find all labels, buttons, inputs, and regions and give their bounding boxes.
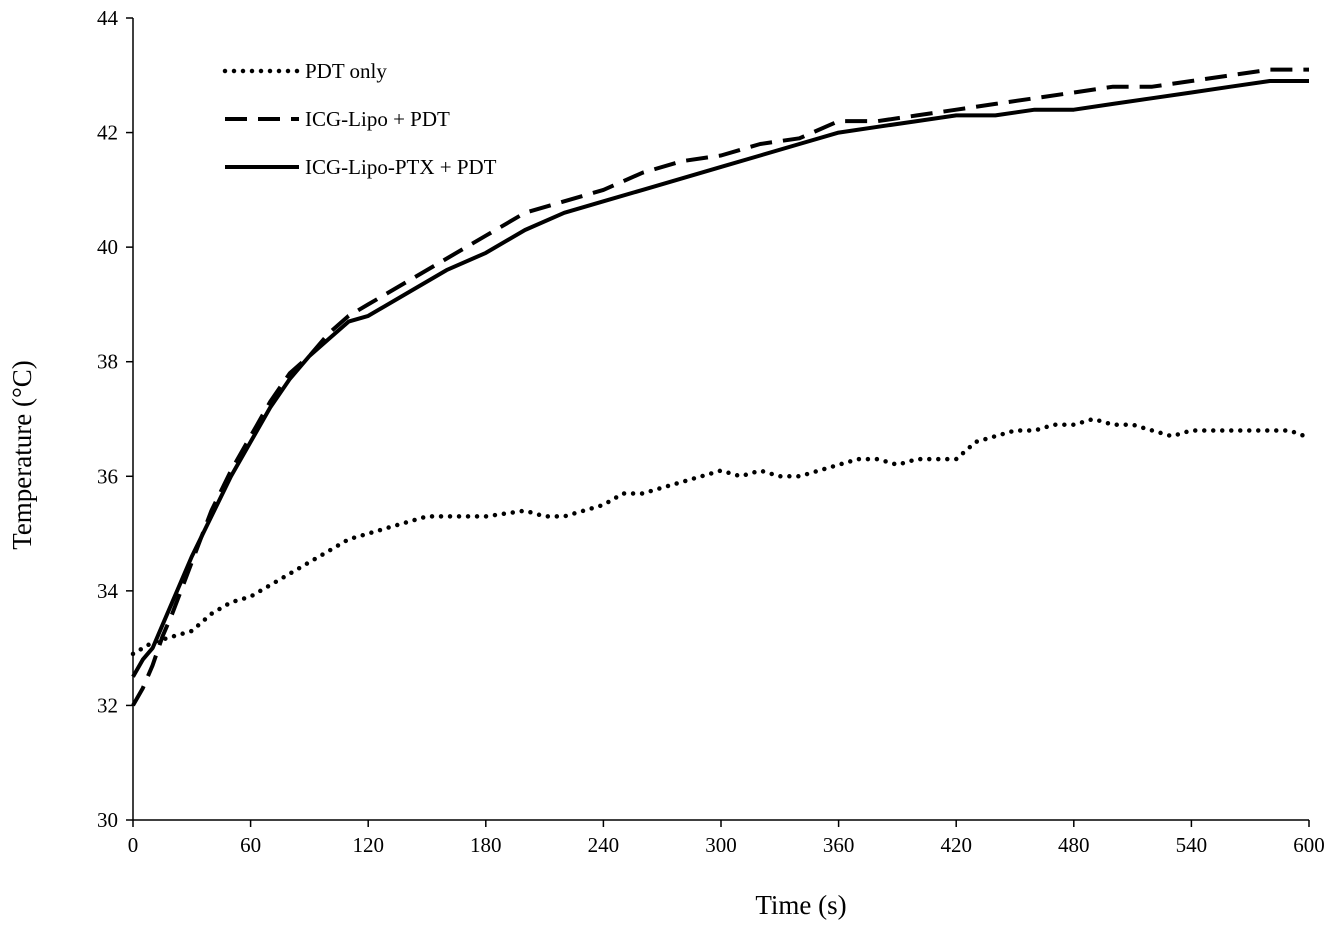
y-axis: 30 32 34 36 38 40 42 44 xyxy=(97,6,134,832)
x-tick-label: 360 xyxy=(823,833,855,857)
series-line-1 xyxy=(130,416,1308,657)
y-tick-label: 42 xyxy=(97,121,118,145)
legend-label-1: PDT only xyxy=(305,59,387,83)
y-tick-label: 34 xyxy=(97,579,119,603)
x-tick-label: 300 xyxy=(705,833,737,857)
x-tick-label: 600 xyxy=(1293,833,1325,857)
x-tick-label: 480 xyxy=(1058,833,1090,857)
x-axis-title: Time (s) xyxy=(755,890,846,920)
x-axis: 0 60 120 180 240 300 360 420 480 540 600 xyxy=(128,819,1325,857)
series-line-3 xyxy=(131,79,1309,678)
x-tick-label: 540 xyxy=(1176,833,1208,857)
x-tick-label: 180 xyxy=(470,833,502,857)
legend-label-3: ICG-Lipo-PTX + PDT xyxy=(305,155,497,179)
x-tick-label: 0 xyxy=(128,833,139,857)
series-line-2 xyxy=(131,67,1309,707)
x-tick-label: 60 xyxy=(240,833,261,857)
series-layer xyxy=(130,67,1309,707)
x-tick-label: 120 xyxy=(352,833,384,857)
x-tick-label: 420 xyxy=(940,833,972,857)
x-tick-label: 240 xyxy=(588,833,620,857)
legend-label-2: ICG-Lipo + PDT xyxy=(305,107,450,131)
y-tick-label: 40 xyxy=(97,235,118,259)
y-axis-title: Temperature (°C) xyxy=(7,360,37,550)
y-tick-label: 44 xyxy=(97,6,119,30)
y-tick-label: 32 xyxy=(97,693,118,717)
legend: PDT only ICG-Lipo + PDT ICG-Lipo-PTX + PDT xyxy=(222,59,497,179)
y-tick-label: 38 xyxy=(97,350,118,374)
y-tick-label: 30 xyxy=(97,808,118,832)
y-tick-label: 36 xyxy=(97,464,118,488)
